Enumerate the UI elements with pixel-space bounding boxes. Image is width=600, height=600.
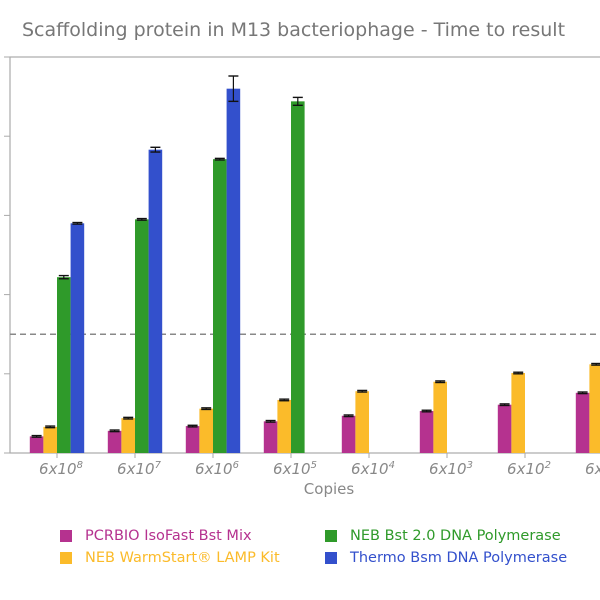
legend-label: NEB WarmStart® LAMP Kit xyxy=(85,550,280,566)
legend-label: Thermo Bsm DNA Polymerase xyxy=(350,550,568,566)
x-axis-label: Copies xyxy=(304,480,355,498)
x-tick-label: 6x108 xyxy=(39,460,83,478)
legend-swatch xyxy=(60,552,72,564)
x-tick-label: 6x101 xyxy=(585,460,600,478)
bar xyxy=(575,392,590,453)
bar xyxy=(497,404,512,453)
x-tick-label: 6x103 xyxy=(429,460,473,478)
bar xyxy=(29,436,44,453)
legend-label: PCRBIO IsoFast Bst Mix xyxy=(85,528,252,544)
bar xyxy=(213,159,227,453)
bar xyxy=(511,373,525,453)
bar-chart: Scaffolding protein in M13 bacteriophage… xyxy=(4,19,600,498)
bar xyxy=(121,418,135,453)
legend: PCRBIO IsoFast Bst Mix NEB Bst 2.0 DNA P… xyxy=(60,528,600,566)
legend-swatch xyxy=(325,530,337,542)
bar xyxy=(263,421,278,453)
bar xyxy=(291,101,305,454)
bar xyxy=(148,149,163,453)
x-tick-label: 6x106 xyxy=(195,460,239,478)
bar xyxy=(185,426,200,453)
bar xyxy=(226,88,241,454)
bar xyxy=(70,223,85,453)
x-tick-label: 6x105 xyxy=(273,460,317,478)
bar xyxy=(199,408,213,453)
bar xyxy=(419,411,434,453)
legend-item-thermo-bsm: Thermo Bsm DNA Polymerase xyxy=(325,550,600,566)
bar xyxy=(433,381,447,453)
legend-label: NEB Bst 2.0 DNA Polymerase xyxy=(350,528,561,544)
plot-frame xyxy=(9,56,600,454)
bar xyxy=(57,277,71,453)
bar xyxy=(589,364,600,453)
bar xyxy=(355,391,369,453)
legend-item-neb-bst: NEB Bst 2.0 DNA Polymerase xyxy=(325,528,600,544)
bar xyxy=(341,415,356,453)
x-tick-label: 6x107 xyxy=(117,460,162,478)
legend-item-neb-warmstart: NEB WarmStart® LAMP Kit xyxy=(60,550,325,566)
chart-title: Scaffolding protein in M13 bacteriophage… xyxy=(22,19,565,41)
legend-swatch xyxy=(60,530,72,542)
legend-item-pcrbio: PCRBIO IsoFast Bst Mix xyxy=(60,528,325,544)
bar xyxy=(107,430,122,453)
x-tick-label: 6x102 xyxy=(507,460,551,478)
bar xyxy=(43,426,57,453)
legend-swatch xyxy=(325,552,337,564)
x-tick-label: 6x104 xyxy=(351,460,395,478)
bar xyxy=(135,219,149,453)
bar xyxy=(277,399,291,453)
